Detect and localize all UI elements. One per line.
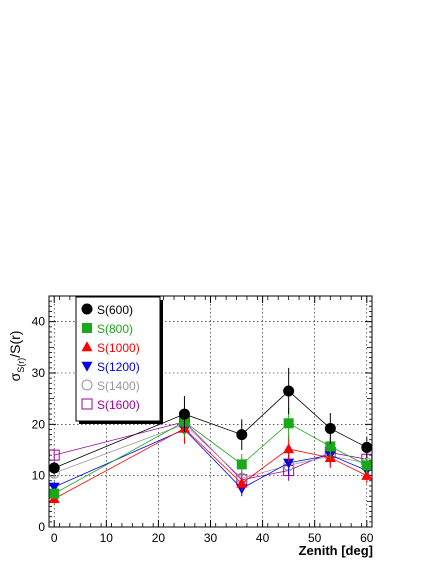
- legend-marker: [82, 323, 92, 333]
- legend-label: S(600): [97, 303, 133, 317]
- legend: S(600) S(800) S(1000) S(1200) S(1400) S(1600): [75, 296, 163, 424]
- series-line: [54, 421, 367, 494]
- x-tick-label: 10: [100, 531, 114, 545]
- data-point: [178, 408, 190, 420]
- y-axis-title-rest: /S(r): [7, 331, 23, 358]
- data-point: [324, 422, 336, 434]
- data-point: [283, 458, 295, 469]
- x-tick-label: 60: [360, 531, 374, 545]
- data-point: [236, 477, 248, 488]
- legend-label: S(1600): [97, 398, 140, 412]
- legend-label: S(1400): [97, 379, 140, 393]
- legend-label: S(800): [97, 322, 133, 336]
- data-point: [283, 385, 295, 397]
- x-axis-title: Zenith [deg]: [299, 543, 373, 558]
- x-tick-label: 40: [256, 531, 270, 545]
- series-line: [54, 421, 367, 481]
- data-point: [48, 482, 60, 493]
- data-point: [361, 441, 373, 453]
- legend-marker: [81, 341, 93, 352]
- legend-marker: [81, 303, 93, 315]
- x-tick-label: 0: [51, 531, 58, 545]
- series-s1000: [48, 413, 373, 504]
- y-axis-title-sub: S(r): [16, 358, 26, 373]
- legend-label: S(1000): [97, 341, 140, 355]
- y-axis-title-main: σ: [7, 372, 23, 381]
- legend-marker: [81, 379, 93, 391]
- y-tick-label: 20: [32, 417, 46, 431]
- data-point: [236, 459, 247, 470]
- data-point: [49, 488, 60, 499]
- y-axis-title: σS(r)/S(r): [7, 331, 26, 382]
- legend-marker: [81, 398, 93, 410]
- x-tick-label: 30: [204, 531, 218, 545]
- plot-frame: [48, 295, 373, 528]
- x-tick-label: 20: [152, 531, 166, 545]
- legend-label: S(1200): [97, 360, 140, 374]
- series-line: [54, 427, 367, 500]
- data-point: [48, 462, 60, 474]
- data-point: [283, 443, 295, 454]
- y-tick-label: 30: [32, 366, 46, 380]
- y-tick-label: 0: [38, 520, 45, 534]
- data-point: [236, 429, 248, 441]
- legend-marker: [81, 361, 93, 372]
- data-point: [361, 460, 372, 471]
- data-point: [325, 441, 336, 452]
- x-tick-label: 50: [308, 531, 322, 545]
- data-point: [283, 418, 294, 429]
- y-tick-label: 10: [32, 469, 46, 483]
- series-line: [54, 428, 367, 489]
- legend-box: [75, 296, 161, 422]
- data-point: [361, 469, 373, 480]
- y-tick-label: 40: [32, 315, 46, 329]
